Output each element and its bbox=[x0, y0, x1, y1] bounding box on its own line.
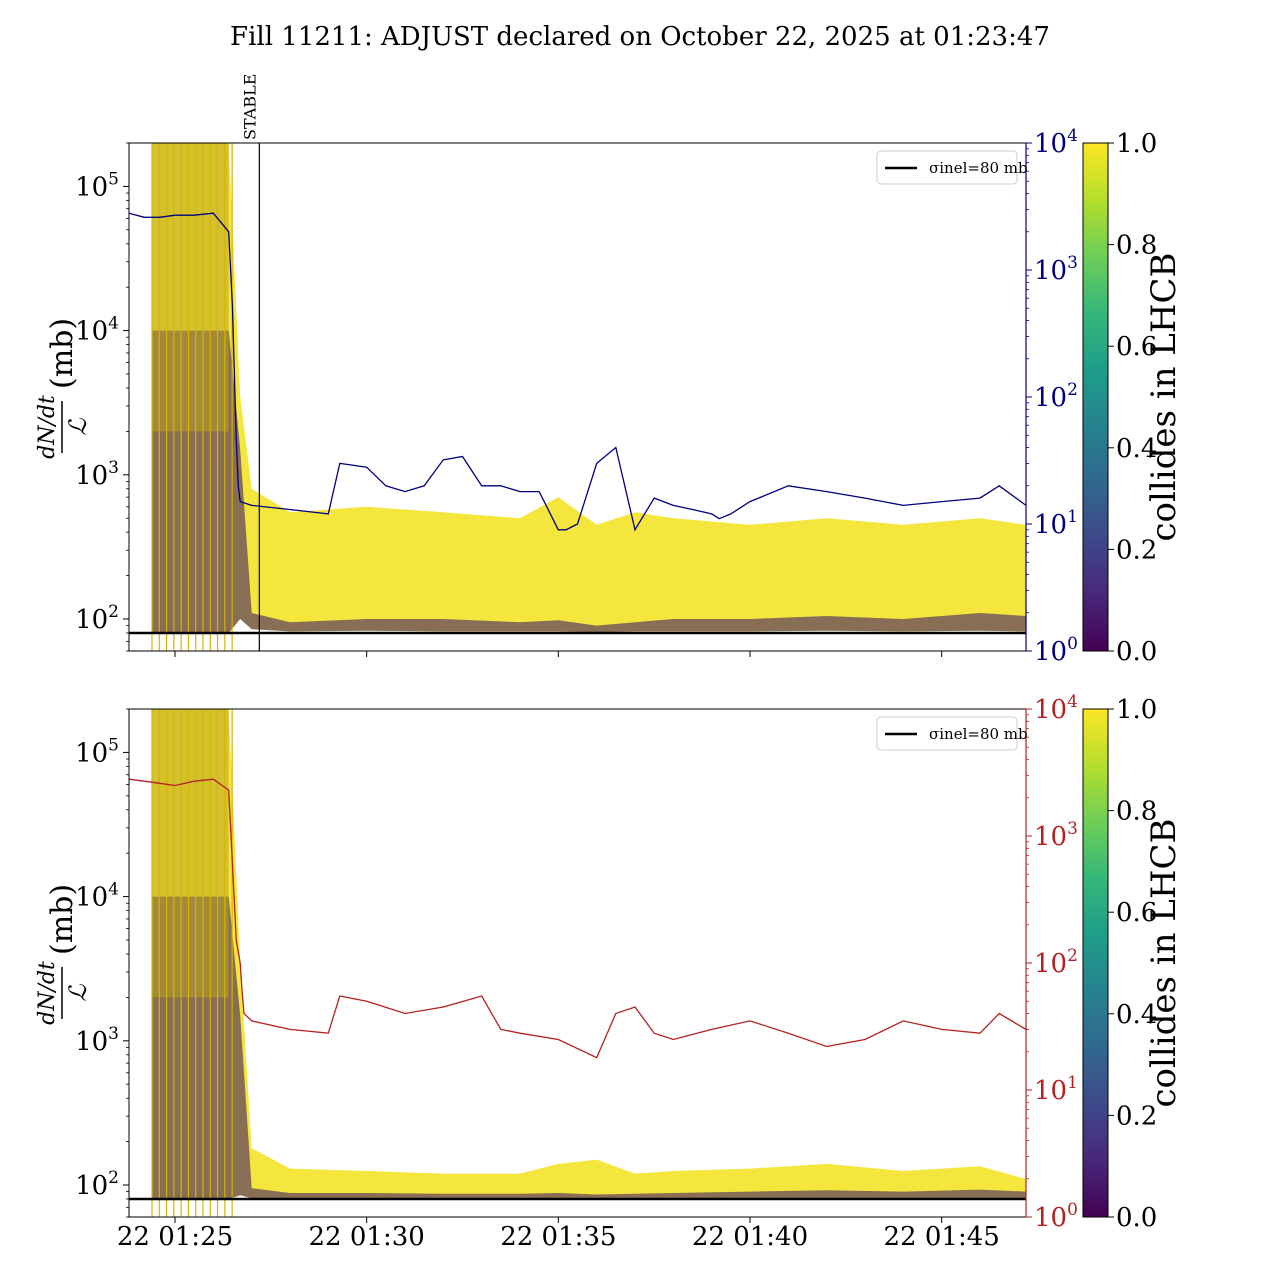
colorbar-tick-label: 0.8 bbox=[1116, 797, 1157, 827]
y-tick-label: 103 bbox=[75, 1024, 119, 1057]
y-label-denominator: ℒ bbox=[64, 418, 92, 436]
x-tick-label: 22 01:25 bbox=[117, 1222, 233, 1252]
legend: σinel=80 mb bbox=[876, 716, 1028, 751]
y-label-denominator: ℒ bbox=[64, 984, 92, 1002]
x-tick-label: 22 01:45 bbox=[884, 1222, 1000, 1252]
bunch-band-noncolliding bbox=[152, 896, 1026, 1199]
colorbar-tick-label: 1.0 bbox=[1116, 695, 1157, 725]
colorbar-gradient bbox=[1082, 708, 1109, 1218]
y-tick-label: 105 bbox=[75, 735, 119, 768]
colorbar-gradient bbox=[1082, 142, 1109, 652]
y2-tick-label: 101 bbox=[1034, 507, 1078, 540]
bottom-panel: 102 103 104 105 100 101 102 103 104 22 01:25 22 01… bbox=[35, 692, 1078, 1252]
legend-box bbox=[876, 716, 1018, 751]
stable-annotation: STABLE bbox=[240, 74, 259, 140]
y2-tick-label: 102 bbox=[1034, 380, 1078, 413]
bunch-band-noncolliding bbox=[152, 330, 1026, 633]
colorbar-tick-label: 0.4 bbox=[1116, 434, 1157, 464]
secondary-series-line bbox=[129, 212, 1026, 532]
top-colorbar: 0.0 0.2 0.4 0.6 0.8 1.0 collides in LHCB bbox=[1082, 129, 1184, 667]
colorbar-tick-label: 0.8 bbox=[1116, 231, 1157, 261]
colorbar-tick-label: 0.6 bbox=[1116, 332, 1157, 362]
bottom-colorbar: 0.0 0.2 0.4 0.6 0.8 1.0 collides in LHCB bbox=[1082, 695, 1184, 1233]
y2-tick-label: 103 bbox=[1034, 253, 1078, 286]
y-tick-label: 102 bbox=[75, 602, 119, 635]
colorbar-label: collides in LHCB bbox=[1144, 818, 1184, 1107]
secondary-series-line bbox=[129, 778, 1026, 1059]
bunch-band-colliding bbox=[152, 143, 1026, 633]
y-tick-label: 104 bbox=[75, 314, 119, 347]
y-tick-label: 102 bbox=[75, 1168, 119, 1201]
legend: σinel=80 mb bbox=[876, 150, 1028, 185]
x-tick-label: 22 01:40 bbox=[692, 1222, 808, 1252]
y2-tick-label: 104 bbox=[1034, 692, 1078, 725]
plot-area bbox=[129, 143, 1026, 651]
figure-title: Fill 11211: ADJUST declared on October 2… bbox=[230, 22, 1050, 52]
legend-box bbox=[876, 150, 1018, 185]
bunch-band-colliding bbox=[152, 709, 1026, 1199]
y-axis-label: dN/dt ℒ (mb) bbox=[35, 884, 92, 1025]
y2-tick-label: 100 bbox=[1034, 1200, 1078, 1233]
y-tick-label: 103 bbox=[75, 458, 119, 491]
x-tick-label: 22 01:35 bbox=[500, 1222, 616, 1252]
colorbar-tick-label: 0.6 bbox=[1116, 898, 1157, 928]
colorbar-tick-label: 0.2 bbox=[1116, 535, 1157, 565]
y2-tick-label: 100 bbox=[1034, 634, 1078, 667]
y-label-unit: (mb) bbox=[45, 318, 80, 389]
axes-frame bbox=[128, 708, 1027, 1218]
y2-tick-label: 102 bbox=[1034, 946, 1078, 979]
y2-tick-label: 101 bbox=[1034, 1073, 1078, 1106]
plot-area bbox=[129, 709, 1026, 1217]
x-tick-label: 22 01:30 bbox=[309, 1222, 425, 1252]
legend-entry: σinel=80 mb bbox=[929, 159, 1028, 177]
colorbar-tick-label: 0.2 bbox=[1116, 1101, 1157, 1131]
bunch-band-spike bbox=[152, 709, 229, 998]
legend-entry: σinel=80 mb bbox=[929, 725, 1028, 743]
colorbar-tick-label: 0.4 bbox=[1116, 1000, 1157, 1030]
y-tick-label: 104 bbox=[75, 880, 119, 913]
y2-tick-label: 104 bbox=[1034, 126, 1078, 159]
y-tick-label: 105 bbox=[75, 169, 119, 202]
top-panel: STABLE 102 103 104 105 100 101 102 103 104 dN/dt ℒ (… bbox=[35, 74, 1078, 667]
colorbar-tick-label: 1.0 bbox=[1116, 129, 1157, 159]
colorbar-label: collides in LHCB bbox=[1144, 252, 1184, 541]
y-label-numerator: dN/dt bbox=[35, 395, 60, 459]
y2-tick-label: 103 bbox=[1034, 819, 1078, 852]
y-axis-label: dN/dt ℒ (mb) bbox=[35, 318, 92, 459]
colorbar-tick-label: 0.0 bbox=[1116, 1203, 1157, 1233]
y-label-unit: (mb) bbox=[45, 884, 80, 955]
y-label-numerator: dN/dt bbox=[35, 961, 60, 1025]
colorbar-tick-label: 0.0 bbox=[1116, 637, 1157, 667]
